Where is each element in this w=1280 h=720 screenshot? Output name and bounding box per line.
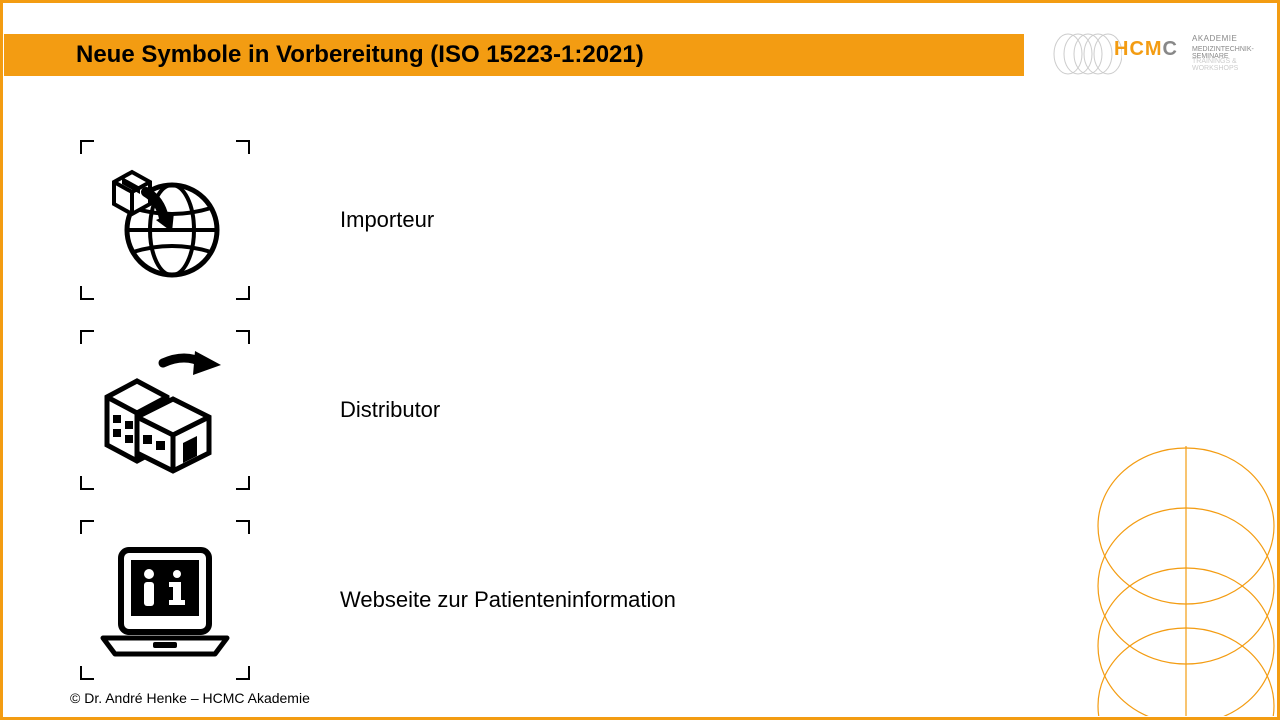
logo-line3: TRAININGS & WORKSHOPS xyxy=(1192,58,1262,72)
symbol-row-website: Webseite zur Patienteninformation xyxy=(80,520,780,680)
symbol-label: Importeur xyxy=(340,207,434,233)
logo-circles-icon xyxy=(1052,32,1122,76)
symbol-label: Distributor xyxy=(340,397,440,423)
slide-title: Neue Symbole in Vorbereitung (ISO 15223-… xyxy=(76,41,644,69)
title-bar: Neue Symbole in Vorbereitung (ISO 15223-… xyxy=(4,34,1024,76)
importer-icon xyxy=(100,160,230,280)
logo-brand: HCMC xyxy=(1114,38,1178,61)
patient-info-website-icon xyxy=(95,540,235,660)
symbol-frame xyxy=(80,140,250,300)
symbol-frame xyxy=(80,520,250,680)
symbol-label: Webseite zur Patienteninformation xyxy=(340,587,676,613)
logo-brand-main: HCM xyxy=(1114,38,1163,60)
logo-area: HCMC AKADEMIE MEDIZINTECHNIK-SEMINARE TR… xyxy=(1052,30,1262,80)
background-circles-decoration xyxy=(1036,446,1276,716)
logo-brand-last: C xyxy=(1163,38,1178,60)
footer-copyright: © Dr. André Henke – HCMC Akademie xyxy=(70,690,310,706)
symbol-frame xyxy=(80,330,250,490)
logo-line1: AKADEMIE xyxy=(1192,34,1237,43)
symbol-row-distributor: Distributor xyxy=(80,330,780,490)
symbols-list: Importeur xyxy=(80,140,780,710)
distributor-icon xyxy=(95,345,235,475)
symbol-row-importer: Importeur xyxy=(80,140,780,300)
